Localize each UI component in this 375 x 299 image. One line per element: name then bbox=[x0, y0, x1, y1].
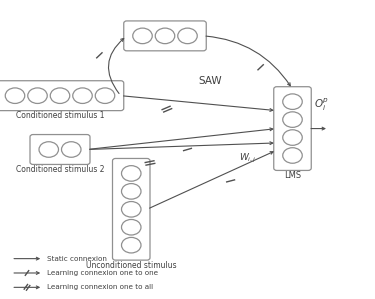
Text: SAW: SAW bbox=[198, 76, 222, 86]
FancyBboxPatch shape bbox=[0, 81, 124, 111]
Circle shape bbox=[283, 112, 302, 127]
Circle shape bbox=[95, 88, 115, 103]
Text: Unconditioned stimulus: Unconditioned stimulus bbox=[86, 261, 177, 270]
Circle shape bbox=[62, 142, 81, 157]
Circle shape bbox=[39, 142, 58, 157]
Text: LMS: LMS bbox=[284, 171, 301, 180]
FancyBboxPatch shape bbox=[112, 158, 150, 260]
FancyBboxPatch shape bbox=[274, 87, 311, 170]
Text: $O_i^p$: $O_i^p$ bbox=[314, 96, 329, 113]
Circle shape bbox=[133, 28, 152, 44]
Circle shape bbox=[122, 184, 141, 199]
Circle shape bbox=[5, 88, 25, 103]
Circle shape bbox=[122, 202, 141, 217]
Circle shape bbox=[283, 130, 302, 145]
Text: Conditioned stimulus 2: Conditioned stimulus 2 bbox=[16, 165, 104, 174]
Circle shape bbox=[283, 94, 302, 109]
Circle shape bbox=[122, 166, 141, 181]
Circle shape bbox=[122, 237, 141, 253]
Text: Static connexion: Static connexion bbox=[47, 256, 107, 262]
Circle shape bbox=[283, 148, 302, 163]
FancyBboxPatch shape bbox=[30, 135, 90, 164]
Text: Conditioned stimulus 1: Conditioned stimulus 1 bbox=[16, 111, 104, 120]
Circle shape bbox=[73, 88, 92, 103]
Circle shape bbox=[178, 28, 197, 44]
Circle shape bbox=[50, 88, 70, 103]
Circle shape bbox=[122, 219, 141, 235]
Circle shape bbox=[155, 28, 175, 44]
FancyBboxPatch shape bbox=[124, 21, 206, 51]
Text: Learning connexion one to all: Learning connexion one to all bbox=[47, 284, 153, 290]
Text: $W_{i,j}$: $W_{i,j}$ bbox=[238, 152, 256, 165]
Text: Learning connexion one to one: Learning connexion one to one bbox=[47, 270, 158, 276]
Circle shape bbox=[28, 88, 47, 103]
